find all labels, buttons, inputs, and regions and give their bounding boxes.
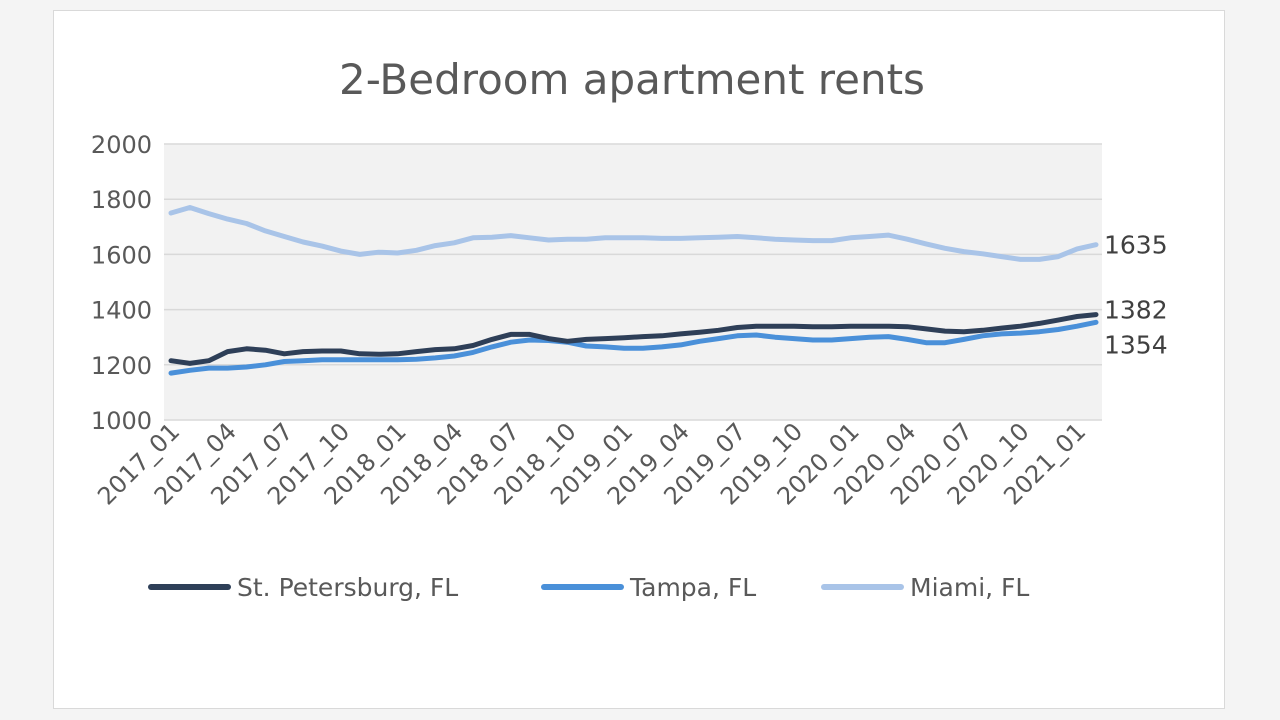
series-end-label: 1382 (1104, 296, 1168, 325)
series-end-label: 1354 (1104, 330, 1168, 359)
legend-label: Miami, FL (910, 573, 1029, 602)
y-tick-label: 1600 (91, 241, 152, 269)
y-tick-label: 2000 (91, 131, 152, 159)
legend: St. Petersburg, FL Tampa, FL Miami, FL (148, 573, 1029, 602)
series-line-2 (168, 205, 1099, 262)
end-labels: 1382 1354 1635 (1104, 231, 1168, 360)
y-tick-label: 1200 (91, 352, 152, 380)
x-axis: 2017_012017_042017_072017_102018_012018_… (92, 417, 1091, 510)
y-tick-label: 1800 (91, 186, 152, 214)
legend-label: St. Petersburg, FL (237, 573, 458, 602)
y-axis: 1000 1200 1400 1600 1800 2000 (91, 131, 152, 435)
series-line-1 (168, 319, 1099, 376)
gridlines (164, 143, 1102, 421)
series-line-0 (168, 312, 1099, 366)
y-tick-label: 1400 (91, 297, 152, 325)
y-tick-label: 1000 (91, 407, 152, 435)
legend-label: Tampa, FL (629, 573, 756, 602)
series-end-label: 1635 (1104, 231, 1168, 260)
series-lines (168, 205, 1099, 376)
line-chart: 2-Bedroom apartment rents 1000 1200 1400 16… (91, 55, 1168, 602)
plot-area (164, 144, 1102, 420)
chart-card: 2-Bedroom apartment rents 1000 1200 1400 16… (53, 10, 1225, 709)
chart-title: 2-Bedroom apartment rents (339, 55, 925, 104)
